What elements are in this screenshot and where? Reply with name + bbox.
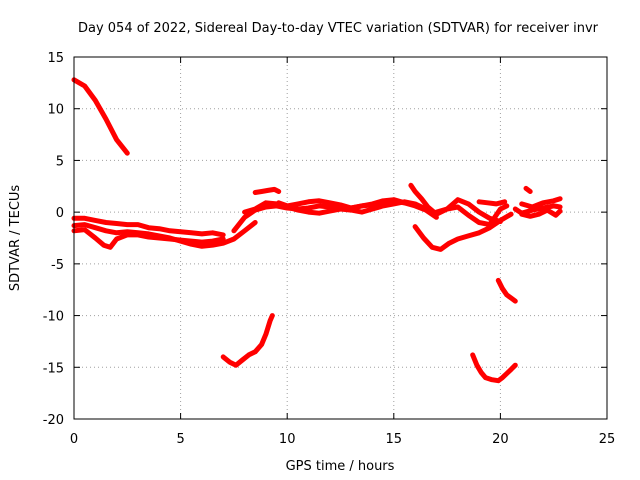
series-arc-19 — [523, 185, 533, 194]
data-series — [71, 77, 563, 384]
y-axis-label: SDTVAR / TECUs — [8, 185, 23, 292]
x-tick-label: 15 — [386, 432, 403, 447]
y-tick-label: -5 — [51, 258, 64, 273]
series-arc-10 — [408, 182, 510, 228]
y-tick-label: -15 — [43, 361, 64, 376]
y-tick-label: 5 — [56, 154, 64, 169]
series-arc-1 — [71, 77, 130, 156]
series-arc-12 — [433, 197, 503, 224]
series-arc-8 — [252, 186, 282, 195]
series-arc-11 — [412, 211, 514, 252]
series-arc-18 — [519, 207, 563, 219]
x-tick-label: 25 — [599, 432, 616, 447]
plot-frame — [73, 56, 608, 420]
y-tick-label: -20 — [43, 413, 64, 428]
x-tick-label: 20 — [492, 432, 509, 447]
x-tick-label: 0 — [70, 432, 78, 447]
chart-title: Day 054 of 2022, Sidereal Day-to-day VTE… — [78, 21, 599, 36]
x-tick-label: 10 — [279, 432, 296, 447]
series-arc-4 — [71, 220, 258, 249]
series-arc-13 — [476, 199, 508, 207]
x-axis-label: GPS time / hours — [286, 459, 395, 474]
series-arc-2 — [71, 215, 226, 238]
y-tick-label: 0 — [56, 206, 64, 221]
axis-ticks — [73, 56, 608, 420]
series-arc-15 — [495, 277, 518, 304]
series-arc-17 — [519, 196, 563, 210]
x-tick-label: 5 — [176, 432, 184, 447]
y-tick-label: 15 — [47, 51, 64, 66]
series-arc-14 — [470, 352, 518, 384]
series-arc-3 — [71, 227, 226, 250]
axis-tick-labels: 0 5 10 15 20 25 -20 -15 -10 -5 0 5 10 15 — [43, 51, 616, 447]
series-arc-9 — [276, 197, 407, 211]
y-tick-label: -10 — [43, 310, 64, 325]
y-tick-label: 10 — [47, 103, 64, 118]
series-arc-5 — [220, 313, 275, 368]
